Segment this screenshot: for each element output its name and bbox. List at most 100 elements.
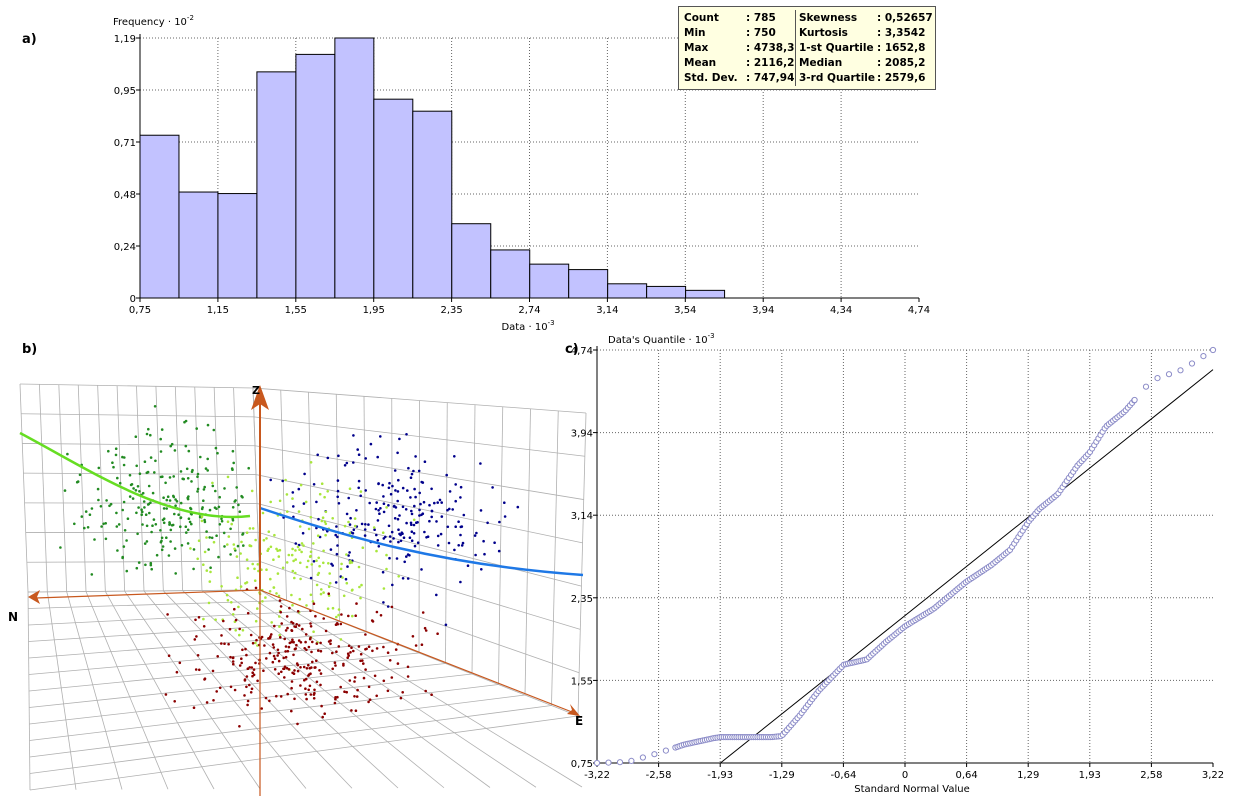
east-wall-point — [393, 517, 397, 520]
west-wall-point — [129, 483, 133, 487]
mid-point — [237, 605, 240, 609]
mid-point — [200, 515, 204, 519]
west-trend-line — [19, 431, 251, 519]
west-wall-point — [159, 437, 162, 441]
floor-point — [215, 690, 218, 693]
east-wall-point — [373, 528, 376, 531]
wall-grid-line — [252, 387, 261, 591]
west-wall-point — [187, 449, 191, 453]
east-wall-point — [395, 557, 399, 560]
stat-name: Std. Dev. — [684, 72, 738, 84]
west-wall-point — [161, 545, 165, 548]
mid-point — [331, 606, 335, 610]
mid-point — [240, 540, 243, 544]
bar — [217, 193, 258, 299]
floor-point — [321, 715, 325, 719]
floor-point — [265, 657, 268, 660]
floor-point — [240, 661, 243, 665]
west-wall-point — [118, 481, 122, 485]
mid-point — [250, 489, 254, 493]
east-wall-point — [382, 510, 386, 514]
floor-point — [240, 657, 243, 660]
mid-point — [309, 550, 313, 554]
floor-point — [238, 627, 241, 631]
east-wall-point — [417, 469, 421, 473]
mid-point — [312, 630, 315, 633]
floor-point — [335, 650, 338, 653]
stat-name: Kurtosis — [799, 27, 848, 39]
panel-b-label: b) — [22, 342, 38, 357]
east-wall-point — [376, 539, 380, 542]
mid-point — [307, 527, 311, 531]
east-wall-point — [352, 461, 355, 464]
mid-point — [254, 619, 258, 623]
floor-point — [315, 642, 319, 645]
floor-point — [354, 709, 358, 712]
east-wall-point — [410, 472, 414, 476]
west-wall-point — [203, 485, 206, 489]
west-wall-point — [168, 522, 171, 525]
floor-point — [367, 685, 371, 689]
floor-point — [282, 667, 286, 670]
floor-point — [245, 675, 249, 678]
floor-point — [299, 684, 302, 687]
floor-point — [356, 688, 359, 692]
floor-point — [353, 676, 357, 679]
mid-point — [267, 547, 270, 551]
mid-point — [300, 550, 303, 554]
mid-point — [220, 585, 223, 588]
west-wall-point — [196, 490, 199, 493]
floor-point — [311, 660, 314, 664]
floor-point — [294, 647, 298, 650]
wall-grid-line — [577, 412, 587, 717]
west-wall-point — [205, 530, 208, 533]
west-wall-point — [150, 530, 153, 534]
n-axis-arrow — [28, 590, 40, 604]
east-wall-point — [345, 512, 349, 516]
floor-point — [396, 662, 400, 665]
east-wall-point — [312, 560, 316, 563]
qq-plot-chart: -3,22 -2,58 -1,93 -1,29 -0,64 0 0,64 1,29 1,93 2,… — [571, 332, 1224, 795]
wall-grid-line — [155, 386, 164, 591]
bar — [529, 263, 570, 299]
west-wall-point — [196, 475, 199, 479]
mid-point — [285, 493, 289, 496]
west-wall-point — [206, 469, 209, 472]
panel-a-label: a) — [22, 32, 37, 47]
x-tick-label: 2,35 — [440, 305, 462, 316]
x-tick-label: 0,75 — [129, 305, 151, 316]
west-wall-point — [109, 502, 113, 506]
east-wall-point — [376, 455, 380, 459]
east-wall-point — [382, 601, 385, 604]
east-wall-point — [390, 530, 394, 534]
floor-grid-line — [221, 590, 491, 788]
floor-point — [386, 651, 390, 654]
east-wall-point — [377, 482, 380, 486]
mid-point — [208, 580, 212, 583]
west-wall-point — [136, 485, 140, 488]
west-wall-point — [170, 524, 174, 527]
mid-point — [360, 583, 363, 587]
east-wall-point — [364, 457, 368, 460]
floor-point — [195, 635, 198, 638]
east-wall-point — [457, 544, 461, 547]
floor-point — [205, 701, 209, 704]
floor-point — [245, 653, 248, 657]
floor-grid-line — [182, 590, 399, 789]
east-wall-point — [316, 453, 320, 457]
floor-grid-line — [66, 591, 123, 790]
east-wall-point — [415, 521, 418, 524]
east-wall-point — [389, 492, 393, 496]
west-wall-point — [192, 567, 195, 571]
floor-point — [260, 707, 264, 710]
east-wall-point — [430, 487, 433, 491]
west-wall-point — [196, 472, 200, 476]
east-wall-point — [374, 507, 378, 511]
east-wall-point — [312, 483, 316, 486]
floor-grid-line — [46, 591, 77, 790]
east-wall-point — [281, 479, 285, 483]
e-axis-arrow — [567, 704, 580, 716]
east-wall-point — [436, 544, 440, 547]
west-wall-point — [162, 507, 166, 510]
x-axis-title: Standard Normal Value — [854, 784, 970, 795]
